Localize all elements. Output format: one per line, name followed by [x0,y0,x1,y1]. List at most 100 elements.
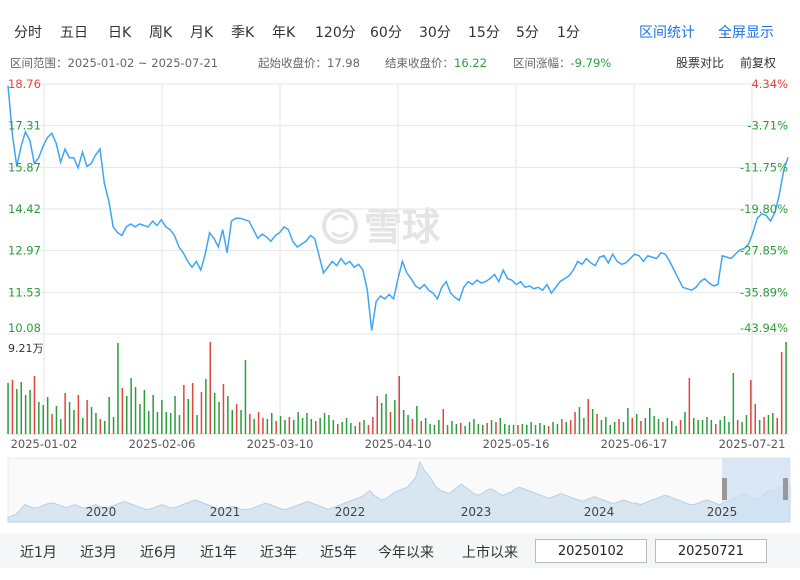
period-tab-120min[interactable]: 120分 [315,25,356,41]
volume-bar [539,423,541,434]
range-1y-button[interactable]: 近1年 [200,545,237,561]
volume-bar [736,420,739,434]
range-6m-button[interactable]: 近6月 [140,545,177,561]
period-tab-5min[interactable]: 5分 [516,25,539,41]
start-date-input[interactable] [535,539,647,563]
volume-bar [139,404,141,434]
volume-bar [763,417,765,434]
volume-bar [209,342,211,434]
volume-bar [235,404,238,434]
volume-bar [495,422,497,434]
period-tab-15min[interactable]: 15分 [468,25,500,41]
volume-bar [411,419,414,434]
date-tick: 2025-01-02 [11,437,78,451]
volume-bar [578,407,581,434]
volume-bar [424,418,427,434]
period-tab-monthly[interactable]: 月K [190,25,214,41]
end-close: 结束收盘价：16.22 [385,55,487,71]
volume-bar [178,415,181,434]
price-grid [8,83,788,435]
volume-bar [104,421,106,434]
volume-bar [231,410,233,434]
pct-tick-right: -3.71% [747,119,788,133]
date-tick: 2025-02-06 [129,437,196,451]
volume-bar [350,423,352,434]
range-1m-button[interactable]: 近1月 [20,545,57,561]
price-tick-left: 18.76 [8,77,41,91]
end-date-input[interactable] [655,539,767,563]
volume-bar [732,373,735,434]
volume-bar [354,426,356,434]
volume-bar [68,402,71,434]
volume-bar [38,402,40,434]
period-tab-30min[interactable]: 30分 [419,25,451,41]
volume-bar [499,418,502,434]
date-tick: 2025-05-16 [483,437,550,451]
volume-bar [191,383,194,434]
volume-bar [455,424,458,434]
range-navigator[interactable]: 2020 2021 2022 2023 2024 2025 [7,457,791,523]
volume-bar [205,379,207,434]
volume-bar [569,420,572,434]
volume-bar [526,425,528,434]
period-tab-daily[interactable]: 日K [108,25,132,41]
volume-bar [679,420,682,434]
price-tick-left: 11.53 [8,285,41,299]
range-3y-button[interactable]: 近3年 [260,545,297,561]
start-close-value: 17.98 [327,56,360,70]
volume-bar [376,396,378,434]
range-ytd-button[interactable]: 今年以来 [378,545,434,561]
fullscreen-link[interactable]: 全屏显示 [718,25,774,41]
volume-bar [512,425,515,434]
interval-stats-link[interactable]: 区间统计 [639,25,695,41]
volume-bar [684,412,686,434]
navigator-handle-right[interactable] [783,478,788,500]
period-tab-quarterly[interactable]: 季K [231,25,255,41]
price-tick-left: 17.31 [8,119,41,133]
volume-bar [358,422,361,434]
volume-bar [143,390,146,434]
volume-bar [7,383,9,434]
volume-bar [574,412,576,434]
period-tab-intraday[interactable]: 分时 [14,25,42,41]
volume-bar [697,420,699,434]
volume-bar [82,418,84,434]
volume-bar [565,422,567,434]
volume-bar [380,403,383,434]
volume-bar [644,418,647,434]
period-tab-5day[interactable]: 五日 [60,25,88,41]
volume-bar [715,424,717,434]
period-tab-weekly[interactable]: 周K [149,25,173,41]
volume-bar [468,422,471,434]
volume-bar [741,422,743,434]
period-tab-yearly[interactable]: 年K [272,25,296,41]
navigator-year-label: 2025 [707,505,738,519]
volume-bar [508,425,510,434]
volume-bar [126,396,128,434]
date-tick: 2025-03-10 [247,437,314,451]
navigator-handle-left[interactable] [722,478,727,500]
volume-bar [42,405,44,434]
kline-chart[interactable]: 雪球 18.76 4.34% 17.31 -3.71% 15.87 -11.75% 14.4… [0,72,800,534]
end-close-value: 16.22 [454,56,487,70]
period-tab-60min[interactable]: 60分 [370,25,402,41]
volume-bar [86,400,88,434]
navigator-selection[interactable] [722,458,790,522]
stock-compare-button[interactable]: 股票对比 [676,56,725,70]
start-close-label: 起始收盘价： [258,56,327,70]
range-all-button[interactable]: 上市以来 [462,545,518,561]
date-tick: 2025-07-21 [719,437,786,451]
volume-bar [389,412,392,434]
change-value: -9.79% [570,56,612,70]
adjust-mode-button[interactable]: 前复权 [740,56,777,70]
period-tab-1min[interactable]: 1分 [557,25,580,41]
navigator-year-label: 2021 [210,505,241,519]
range-3m-button[interactable]: 近3月 [80,545,117,561]
volume-bar [200,392,203,434]
volume-bar [161,400,163,434]
volume-bar [547,426,550,434]
navigator-year-label: 2022 [335,505,366,519]
volume-bar [73,410,75,434]
pct-tick-right: -35.89% [740,285,788,299]
range-5y-button[interactable]: 近5年 [320,545,357,561]
